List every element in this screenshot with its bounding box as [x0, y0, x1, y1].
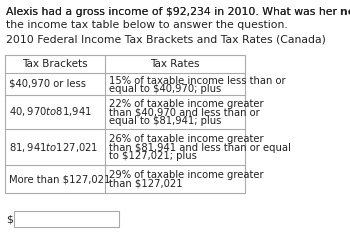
Text: $: $ — [6, 214, 13, 224]
Text: to $127,021; plus: to $127,021; plus — [109, 151, 197, 161]
Text: net income: net income — [341, 7, 350, 17]
Text: than $81,941 and less than or equal: than $81,941 and less than or equal — [109, 143, 291, 153]
Text: $40,970 to $81,941: $40,970 to $81,941 — [9, 105, 92, 118]
Text: Alexis had a gross income of $92,234 in 2010. What was her: Alexis had a gross income of $92,234 in … — [6, 7, 341, 17]
Text: 2010 Federal Income Tax Brackets and Tax Rates (Canada): 2010 Federal Income Tax Brackets and Tax… — [6, 34, 326, 44]
Text: 15% of taxable income less than or: 15% of taxable income less than or — [109, 76, 286, 85]
Text: Tax Brackets: Tax Brackets — [22, 59, 88, 69]
Text: equal to $81,941; plus: equal to $81,941; plus — [109, 116, 221, 126]
Text: 22% of taxable income greater: 22% of taxable income greater — [109, 99, 264, 109]
Text: Tax Rates: Tax Rates — [150, 59, 200, 69]
Bar — [14, 211, 119, 227]
Text: than $40,970 and less than or: than $40,970 and less than or — [109, 108, 260, 118]
Text: $40,970 or less: $40,970 or less — [9, 79, 86, 89]
Text: the income tax table below to answer the question.: the income tax table below to answer the… — [6, 20, 288, 30]
Text: 29% of taxable income greater: 29% of taxable income greater — [109, 170, 264, 181]
Text: than $127,021: than $127,021 — [109, 179, 183, 189]
Text: equal to $40,970; plus: equal to $40,970; plus — [109, 84, 221, 94]
Text: More than $127,021: More than $127,021 — [9, 174, 110, 184]
Bar — [5, 55, 245, 193]
Text: Alexis had a gross income of $92,234 in 2010. What was her: Alexis had a gross income of $92,234 in … — [6, 7, 341, 17]
Text: $81,941 to $127,021: $81,941 to $127,021 — [9, 140, 98, 153]
Text: 26% of taxable income greater: 26% of taxable income greater — [109, 134, 264, 144]
